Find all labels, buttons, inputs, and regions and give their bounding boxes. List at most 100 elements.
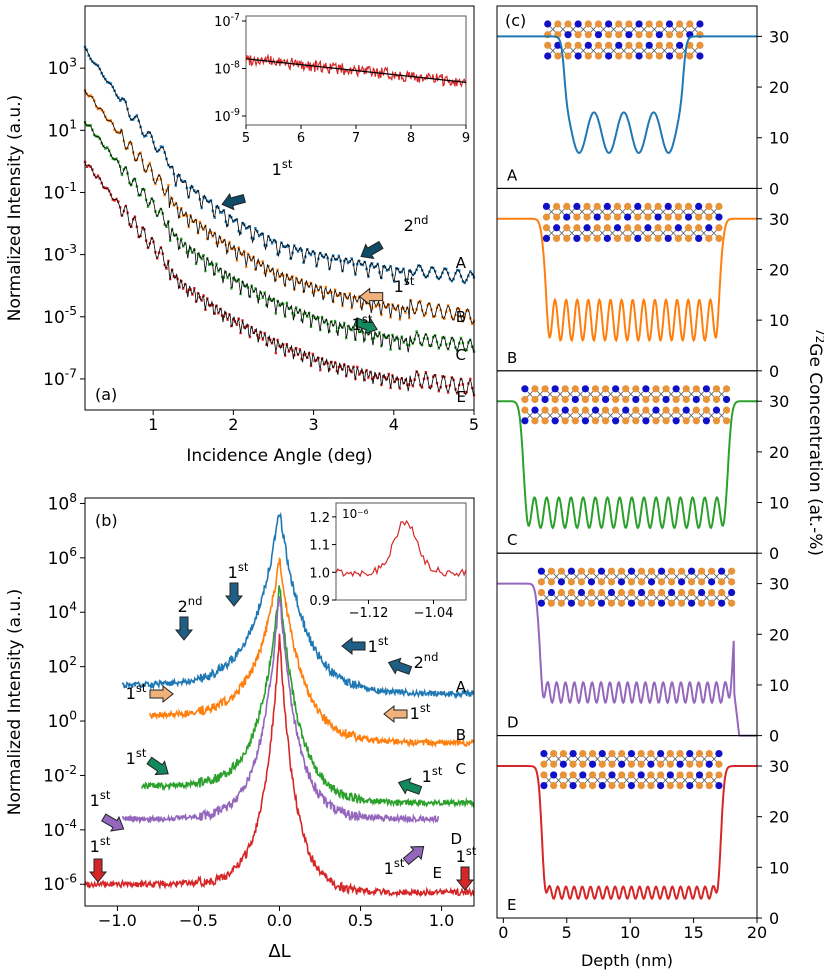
y-tick-label-a: 101 [48,118,77,142]
series-label-D: D [450,830,462,848]
series-label-A: A [507,166,518,184]
series-label-E: E [433,864,442,882]
fit-curve-B [84,89,475,324]
y-tick-label-c: 30 [769,392,789,411]
y-tick-label-b: 102 [48,654,77,678]
subpanel-D: 0 10 20 30 D [496,552,789,746]
y-tick-label-b: 10-4 [43,817,77,841]
lattice-C [521,385,731,425]
annotation-arrow-b10 [88,858,108,883]
data-series-D [121,596,440,825]
subpanel-E: 0 10 20 30 E [496,735,789,928]
concentration-curve-B [497,217,757,343]
inset-x-tick-label-a: 6 [297,131,305,146]
x-tick-label-a: 3 [308,415,318,434]
inset-y-tick-label-b: 1.2 [309,511,330,526]
data-series-B [149,556,475,749]
x-axis-title-a: Incidence Angle (deg) [186,446,372,466]
inset-multiplier-b: 10⁻⁶ [342,507,369,521]
annotation-arrow-b4 [149,684,174,704]
annotation-arrow-a1 [221,192,246,211]
annotation-label-a1: 1st [272,157,293,179]
concentration-curve-E [497,765,757,901]
y-tick-label-c: 20 [769,808,789,827]
annotation-arrow-a2 [360,240,384,260]
y-axis-title-c: 72Ge Concentration (at.-%) [805,328,824,556]
inset-y-tick-label-b: 1.1 [309,539,330,554]
x-axis-title-b: ΔL [268,941,290,962]
inset-y-tick-label-b: 1.0 [309,566,330,581]
y-axis-title-b: Normalized Intensity (a.u.) [5,589,25,815]
annotation-label-b2: 1st [368,634,389,656]
x-axis-title-c: Depth (nm) [581,951,673,970]
annotation-arrow-b9 [402,846,425,866]
y-tick-label-c: 20 [769,78,789,97]
data-series-E [84,633,475,898]
y-tick-label-c: 20 [769,260,789,279]
panel-label-b: (b) [95,511,118,530]
inset-x-tick-label-b: −1.04 [414,606,454,621]
lattice-D [537,567,736,607]
lattice-B [542,202,723,242]
x-tick-label-b: −0.5 [179,911,218,930]
data-series-C [140,585,475,809]
lattice-A [544,20,704,60]
y-tick-label-c: 10 [769,494,789,513]
annotation-arrow-a3 [358,287,384,306]
y-tick-label-b: 10-6 [43,872,77,896]
panel-label-a: (a) [95,385,117,404]
inset-x-tick-label-a: 8 [407,131,415,146]
annotation-label-b7: 1st [422,764,443,786]
y-tick-label-a: 10-5 [43,304,77,328]
inset-series-b [335,519,467,578]
y-tick-label-c: 0 [769,544,779,563]
y-tick-label-c: 0 [769,179,779,198]
x-tick-label-c: 20 [747,923,767,942]
inset-series-a [245,53,467,88]
inset-frame-b [335,502,467,601]
annotation-arrow-b0 [224,582,244,607]
annotation-arrow-b11 [455,866,475,891]
y-tick-label-c: 10 [769,858,789,877]
subpanel-frame-E [496,735,758,919]
y-tick-label-c: 10 [769,129,789,148]
y-tick-label-c: 10 [769,311,789,330]
x-tick-label-c: 10 [620,923,640,942]
series-label-A: A [456,678,467,696]
subpanel-B: 0 10 20 30 B [496,187,789,381]
annotation-label-a4: 1st [352,312,373,334]
inset-fit-a [245,58,467,83]
data-series-E [83,160,476,397]
y-tick-label-c: 0 [769,362,779,381]
annotation-arrow-b2 [341,636,366,656]
x-tick-label-a: 1 [148,415,158,434]
annotation-label-b5: 1st [410,701,431,723]
panel-a: 1 2 3 4 5 103 101 10-1 10-3 10-5 10-7 Incidence Ang… [5,5,479,466]
series-label-B: B [456,726,466,744]
x-tick-label-b: 0.0 [267,911,292,930]
series-label-B: B [456,308,466,326]
panel-b: −1.0 −0.5 0.0 0.5 1.0 108 106 104 102 100 10-2 10-4… [5,491,477,962]
annotation-label-b10: 1st [90,834,111,856]
annotation-label-b0: 1st [228,560,249,582]
x-tick-label-b: 0.5 [348,911,373,930]
y-tick-label-b: 100 [48,708,77,732]
panel-label-c: (c) [505,11,526,30]
y-tick-label-c: 0 [769,909,779,928]
annotation-label-b9: 1st [384,856,405,878]
annotation-arrow-b3 [387,657,413,675]
y-tick-label-a: 10-7 [43,366,77,390]
series-label-E: E [457,388,466,406]
annotation-arrow-b7 [397,777,423,795]
y-tick-label-c: 0 [769,727,779,746]
y-axis-title-a: Normalized Intensity (a.u.) [5,95,25,321]
data-series-C [83,121,476,353]
y-tick-label-a: 103 [48,56,77,80]
subpanel-C: 0 10 20 30 C [496,370,789,563]
annotation-label-b4: 1st [126,681,147,703]
y-tick-label-a: 10-3 [43,242,77,266]
annotation-arrow-a4 [353,317,378,335]
panel-c: 0 10 20 30 A 0 10 20 30 B 0 10 20 30 C 0 10 20 30 D 0 10 20 30 E… [496,5,824,970]
x-tick-label-c: 15 [683,923,703,942]
